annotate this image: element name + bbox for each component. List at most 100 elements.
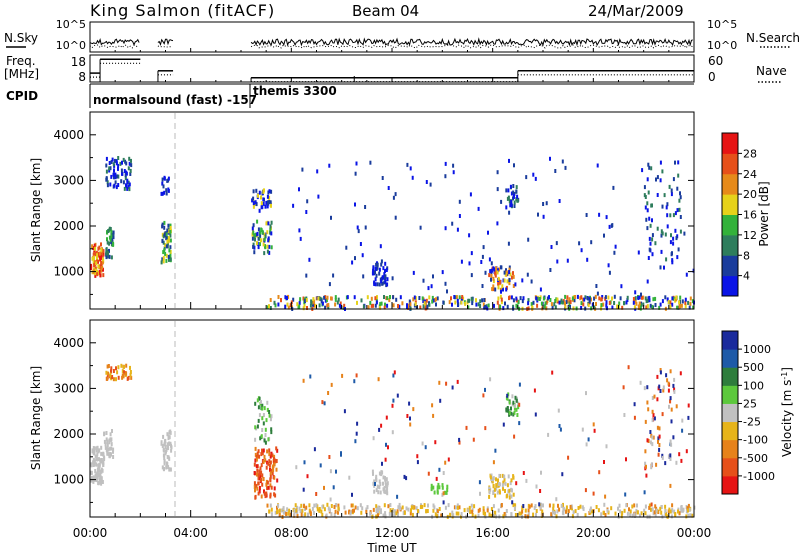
power-echo (545, 306, 548, 311)
velocity-echo (273, 462, 276, 467)
velocity-echo (130, 375, 133, 380)
velocity-echo (396, 494, 399, 499)
velocity-echo (254, 452, 257, 457)
velocity-echo (169, 430, 172, 435)
power-echo (643, 193, 646, 198)
velocity-echo (166, 432, 169, 437)
power-echo (102, 249, 105, 254)
velocity-echo (168, 467, 171, 472)
velocity-echo (640, 511, 643, 516)
velocity-echo (530, 503, 533, 508)
velocity-echo (678, 511, 681, 516)
velocity-echo (265, 465, 268, 470)
velocity-echo (384, 514, 387, 519)
velocity-echo (570, 504, 573, 509)
power-echo (92, 259, 95, 264)
power-echo (369, 300, 372, 305)
power-echo (93, 243, 96, 248)
power-echo (116, 174, 119, 179)
power-echo (505, 270, 508, 275)
velocity-echo (458, 440, 461, 445)
velocity-swatch (722, 403, 738, 423)
velocity-echo (276, 509, 279, 514)
power-echo (593, 305, 596, 310)
power-echo (494, 287, 497, 292)
velocity-echo (643, 508, 646, 513)
power-echo (321, 301, 324, 306)
velocity-echo (256, 424, 259, 429)
power-echo (112, 162, 115, 167)
power-echo (574, 295, 577, 299)
power-echo (340, 305, 342, 310)
power-echo (126, 180, 129, 185)
power-echo (537, 212, 539, 217)
power-echo (515, 185, 518, 190)
power-echo (586, 257, 589, 262)
power-echo (382, 266, 385, 271)
velocity-echo (505, 494, 508, 499)
velocity-echo (492, 477, 494, 482)
power-echo (327, 305, 330, 310)
velocity-echo (661, 455, 664, 460)
power-echo (105, 156, 108, 161)
velocity-echo (261, 428, 264, 432)
velocity-echo (651, 442, 654, 447)
power-echo (470, 273, 473, 278)
power-echo (399, 295, 402, 300)
velocity-echo (349, 511, 352, 516)
power-echo (259, 242, 261, 247)
velocity-echo (460, 512, 463, 516)
velocity-echo (502, 486, 504, 491)
velocity-echo (626, 511, 629, 516)
velocity-echo (469, 509, 472, 514)
power-echo (540, 301, 543, 306)
power-echo (167, 176, 170, 181)
velocity-echo (412, 505, 415, 510)
velocity-echo (649, 430, 652, 434)
velocity-echo (447, 503, 450, 508)
velocity-echo (100, 458, 103, 462)
velocity-echo (558, 424, 561, 428)
power-echo (265, 221, 268, 226)
power-echo (464, 301, 467, 306)
velocity-echo (96, 445, 99, 450)
freq-strip: Freq. [MHz] 18 8 60 0 Nave (4, 54, 787, 84)
power-echo (515, 303, 518, 308)
power-echo (125, 171, 128, 176)
velocity-echo (168, 456, 171, 461)
velocity-echo (648, 505, 651, 510)
power-echo (269, 298, 272, 302)
power-echo (634, 290, 637, 295)
velocity-echo (522, 504, 525, 508)
velocity-echo (269, 478, 272, 483)
velocity-echo (391, 430, 394, 435)
velocity-echo (296, 505, 298, 510)
power-echo (553, 302, 556, 307)
velocity-echo (398, 502, 401, 507)
velocity-echo (471, 509, 474, 514)
power-echo (593, 296, 596, 301)
power-echo (595, 302, 597, 306)
velocity-echo (275, 467, 278, 472)
velocity-echo (384, 476, 386, 480)
power-echo (646, 279, 649, 284)
velocity-echo (170, 445, 173, 450)
power-echo (548, 295, 550, 300)
velocity-echo (256, 486, 259, 491)
power-echo (361, 253, 364, 258)
velocity-echo (266, 407, 269, 412)
velocity-echo (166, 455, 169, 459)
velocity-echo (669, 453, 672, 458)
velocity-echo (273, 475, 276, 480)
velocity-echo (341, 373, 344, 378)
velocity-echo (427, 471, 430, 476)
power-echo (605, 215, 608, 220)
velocity-echo (604, 513, 607, 517)
power-echo (676, 208, 679, 213)
velocity-echo (261, 416, 264, 421)
velocity-echo (498, 489, 501, 494)
power-colorbar-swatches (722, 133, 738, 297)
velocity-echo (106, 443, 109, 448)
power-echo (500, 199, 503, 204)
velocity-echo (268, 410, 271, 414)
